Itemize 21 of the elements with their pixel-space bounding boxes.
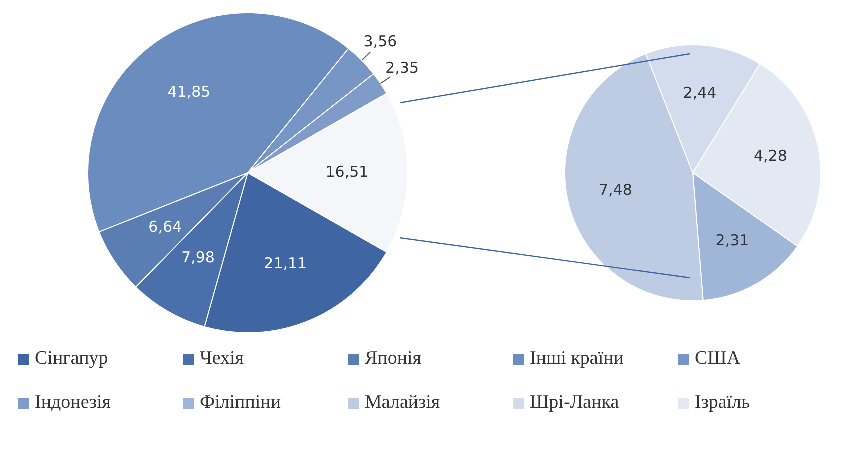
legend-label: Малайзія — [365, 392, 440, 414]
legend-label: США — [695, 348, 741, 370]
legend-label: Філіппіни — [200, 392, 282, 414]
data-label: 4,28 — [754, 146, 788, 165]
data-label: 7,98 — [182, 248, 215, 267]
data-label: 2,44 — [683, 84, 717, 102]
data-label: 3,56 — [364, 32, 398, 50]
data-label: 2,31 — [716, 232, 750, 250]
data-label: 7,48 — [598, 180, 632, 199]
data-label: 2,35 — [386, 59, 419, 78]
data-label: 16,51 — [326, 162, 369, 181]
legend-label: Сінгапур — [35, 348, 108, 370]
legend-label: Японія — [365, 348, 422, 370]
data-label: 41,85 — [168, 82, 211, 101]
legend-label: Інші країни — [530, 348, 624, 370]
legend-label: Шрі-Ланка — [530, 392, 620, 414]
data-label: 6,64 — [148, 218, 182, 236]
data-label: 21,11 — [264, 254, 308, 273]
legend-label: Ізраїль — [695, 392, 750, 414]
legend-label: Чехія — [200, 348, 244, 370]
legend-label: Індонезія — [35, 392, 112, 414]
